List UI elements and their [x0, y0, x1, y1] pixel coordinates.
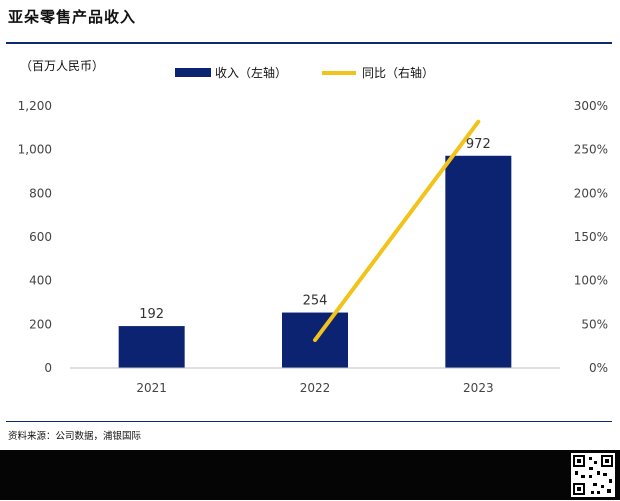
chart: （百万人民币） 收入（左轴） 同比（右轴） 0 200 400 600 800 1,000 1… — [18, 59, 608, 395]
bar-value-label: 254 — [303, 294, 328, 309]
legend-label-revenue: 收入（左轴） — [215, 65, 287, 80]
chart-title: 亚朵零售产品收入 — [8, 8, 137, 26]
title-divider — [6, 42, 612, 44]
left-tick-label: 1,000 — [18, 143, 52, 157]
x-tick-label: 2023 — [463, 381, 494, 395]
legend-swatch-revenue — [175, 68, 211, 77]
left-tick-label: 800 — [29, 186, 52, 200]
x-tick-label: 2021 — [136, 381, 167, 395]
yoy-line — [313, 119, 481, 343]
right-tick-label: 50% — [581, 317, 608, 331]
right-tick-label: 250% — [574, 143, 608, 157]
revenue-bar — [118, 326, 185, 368]
qr-code-icon[interactable] — [571, 453, 615, 497]
left-tick-label: 400 — [29, 274, 52, 288]
bar-value-label: 972 — [466, 137, 491, 152]
x-tick-label: 2022 — [300, 381, 331, 395]
source-note: 资料来源：公司数据，浦银国际 — [8, 431, 142, 442]
right-tick-label: 150% — [574, 230, 608, 244]
source-divider — [6, 421, 612, 422]
revenue-bar — [445, 155, 512, 368]
right-tick-label: 0% — [589, 361, 608, 375]
right-tick-label: 300% — [574, 99, 608, 113]
footer-bar — [0, 450, 620, 500]
right-tick-label: 200% — [574, 186, 608, 200]
left-tick-label: 200 — [29, 317, 52, 331]
right-tick-label: 100% — [574, 274, 608, 288]
left-tick-label: 600 — [29, 230, 52, 244]
left-tick-label: 1,200 — [18, 99, 52, 113]
bar-value-label: 192 — [139, 307, 164, 322]
left-tick-label: 0 — [44, 361, 52, 375]
legend-label-yoy: 同比（右轴） — [362, 65, 434, 80]
left-axis-unit: （百万人民币） — [20, 59, 104, 73]
